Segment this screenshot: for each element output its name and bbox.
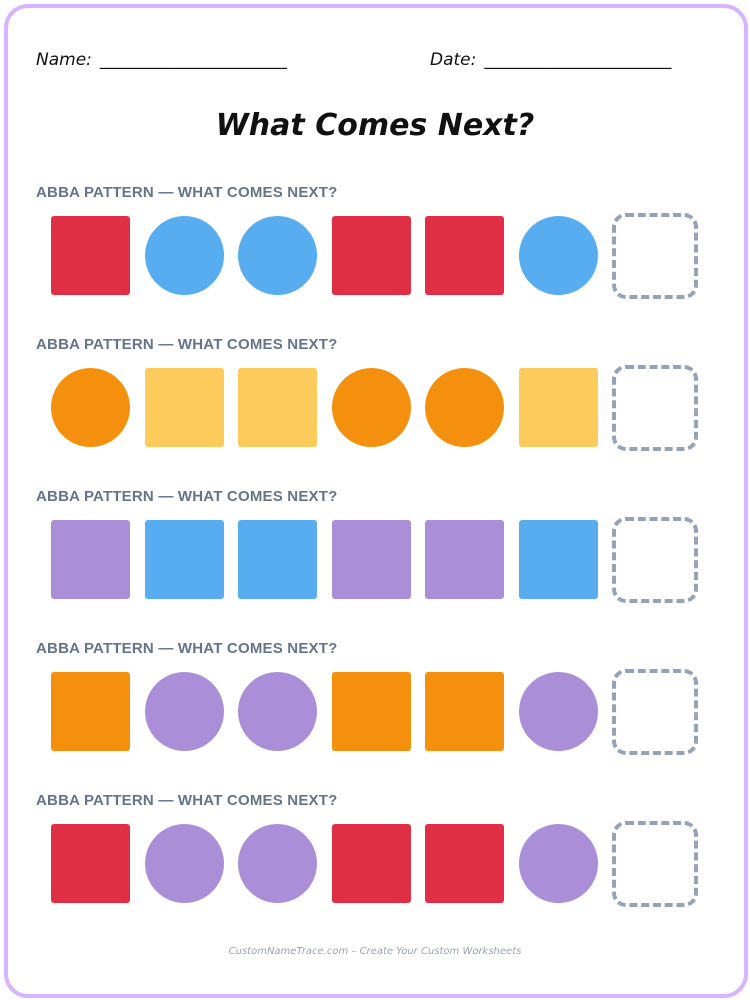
blue-square-icon bbox=[519, 520, 598, 599]
blue-circle-icon bbox=[519, 216, 598, 295]
date-line[interactable]: ______________________ bbox=[484, 50, 672, 70]
pattern-section: ABBA PATTERN — WHAT COMES NEXT? bbox=[0, 336, 750, 486]
blue-square-icon bbox=[238, 520, 317, 599]
orange-square-icon bbox=[51, 672, 130, 751]
blue-square-icon bbox=[145, 520, 224, 599]
purple-circle-icon bbox=[145, 672, 224, 751]
red-square-icon bbox=[51, 216, 130, 295]
yellow-square-icon bbox=[519, 368, 598, 447]
name-label: Name: bbox=[36, 50, 92, 70]
answer-box[interactable] bbox=[612, 517, 698, 603]
page-border bbox=[4, 4, 748, 998]
red-square-icon bbox=[51, 824, 130, 903]
answer-box[interactable] bbox=[612, 821, 698, 907]
pattern-section: ABBA PATTERN — WHAT COMES NEXT? bbox=[0, 184, 750, 334]
purple-circle-icon bbox=[145, 824, 224, 903]
blue-circle-icon bbox=[238, 216, 317, 295]
answer-box[interactable] bbox=[612, 365, 698, 451]
section-title: ABBA PATTERN — WHAT COMES NEXT? bbox=[36, 336, 338, 353]
orange-circle-icon bbox=[51, 368, 130, 447]
orange-square-icon bbox=[332, 672, 411, 751]
date-field[interactable]: Date: ______________________ bbox=[430, 50, 671, 70]
yellow-square-icon bbox=[145, 368, 224, 447]
pattern-section: ABBA PATTERN — WHAT COMES NEXT? bbox=[0, 792, 750, 942]
purple-circle-icon bbox=[519, 672, 598, 751]
name-field[interactable]: Name: ______________________ bbox=[36, 50, 287, 70]
yellow-square-icon bbox=[238, 368, 317, 447]
section-title: ABBA PATTERN — WHAT COMES NEXT? bbox=[36, 488, 338, 505]
pattern-section: ABBA PATTERN — WHAT COMES NEXT? bbox=[0, 640, 750, 790]
purple-circle-icon bbox=[238, 672, 317, 751]
purple-square-icon bbox=[425, 520, 504, 599]
blue-circle-icon bbox=[145, 216, 224, 295]
red-square-icon bbox=[332, 824, 411, 903]
pattern-section: ABBA PATTERN — WHAT COMES NEXT? bbox=[0, 488, 750, 638]
orange-circle-icon bbox=[332, 368, 411, 447]
name-line[interactable]: ______________________ bbox=[99, 50, 287, 70]
red-square-icon bbox=[425, 216, 504, 295]
section-title: ABBA PATTERN — WHAT COMES NEXT? bbox=[36, 184, 338, 201]
answer-box[interactable] bbox=[612, 213, 698, 299]
date-label: Date: bbox=[430, 50, 477, 70]
section-title: ABBA PATTERN — WHAT COMES NEXT? bbox=[36, 640, 338, 657]
purple-square-icon bbox=[332, 520, 411, 599]
answer-box[interactable] bbox=[612, 669, 698, 755]
red-square-icon bbox=[425, 824, 504, 903]
section-title: ABBA PATTERN — WHAT COMES NEXT? bbox=[36, 792, 338, 809]
orange-circle-icon bbox=[425, 368, 504, 447]
purple-square-icon bbox=[51, 520, 130, 599]
orange-square-icon bbox=[425, 672, 504, 751]
red-square-icon bbox=[332, 216, 411, 295]
footer: CustomNameTrace.com – Create Your Custom… bbox=[228, 946, 522, 957]
purple-circle-icon bbox=[238, 824, 317, 903]
purple-circle-icon bbox=[519, 824, 598, 903]
page-title: What Comes Next? bbox=[215, 108, 535, 143]
